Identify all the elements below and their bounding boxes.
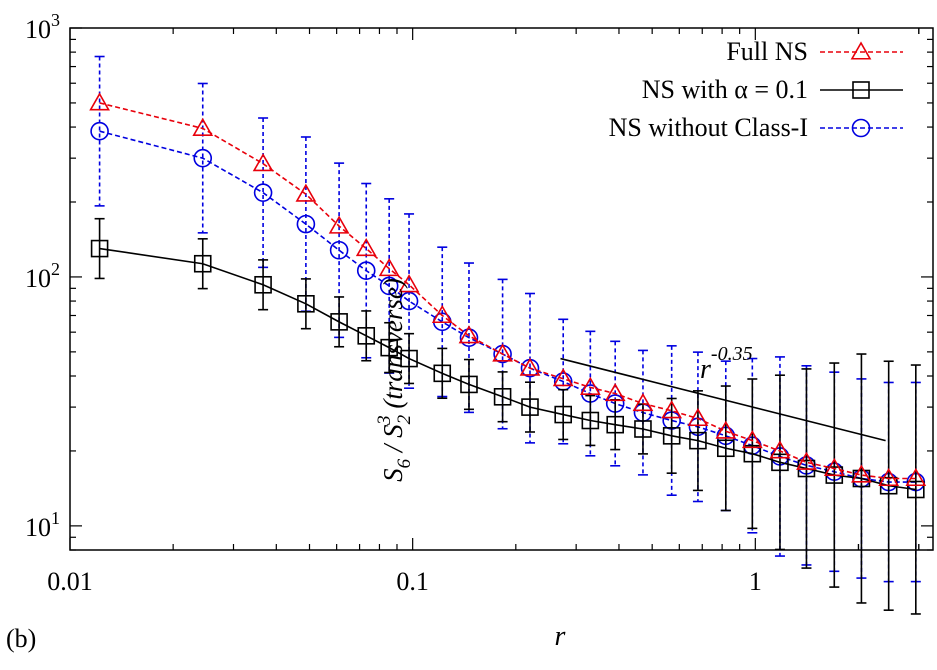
data-point [521, 398, 539, 416]
series-line [99, 102, 916, 480]
data-point [769, 440, 791, 459]
data-point [492, 343, 513, 362]
legend-label: NS with α = 0.1 [642, 75, 808, 104]
data-point [330, 313, 348, 331]
data-point [253, 183, 273, 202]
data-point [493, 387, 512, 406]
data-point [689, 431, 707, 450]
slope-label: r-0.35 [700, 343, 753, 385]
data-point [399, 291, 419, 311]
y-tick-label: 102 [25, 259, 60, 293]
series-square [90, 217, 925, 615]
legend-entry: NS without Class-I [609, 113, 903, 142]
data-point [519, 357, 541, 376]
data-point [716, 439, 735, 458]
data-point [297, 294, 315, 313]
data-point [90, 121, 109, 141]
data-point [905, 467, 927, 487]
slope-line [560, 357, 886, 442]
series-line [99, 130, 916, 483]
x-tick-label: 0.1 [396, 567, 429, 596]
legend-marker [851, 118, 871, 138]
data-point [554, 405, 573, 424]
data-point [662, 427, 681, 445]
legend-marker [852, 81, 870, 99]
data-point [715, 420, 737, 439]
data-point [328, 215, 350, 234]
legend: Full NS NS with α = 0.1 NS without Class-I [609, 37, 903, 142]
data-point [378, 258, 400, 277]
data-point [687, 407, 709, 427]
data-point [252, 153, 274, 172]
axes: 0.01 0.1 1 101 102 103 [25, 10, 934, 596]
data-point [632, 392, 654, 412]
data-point [295, 183, 317, 202]
data-point [193, 148, 213, 168]
data-point [604, 382, 626, 402]
x-tick-label: 0.01 [47, 567, 93, 596]
series-layer [89, 55, 927, 615]
data-point [90, 239, 109, 258]
panel-label: (b) [6, 624, 36, 653]
series-line [99, 247, 916, 491]
data-point [661, 400, 683, 419]
data-point [634, 420, 652, 438]
legend-label: NS without Class-I [609, 113, 808, 142]
data-point [458, 325, 480, 344]
data-point [356, 261, 376, 280]
data-point [796, 451, 817, 470]
data-point [357, 327, 376, 345]
data-point [379, 276, 399, 296]
data-point [431, 304, 453, 324]
data-point [552, 368, 574, 387]
data-point [771, 453, 789, 472]
data-point [433, 364, 452, 383]
data-point [192, 117, 214, 136]
data-point [823, 457, 845, 477]
x-tick-label: 1 [749, 567, 762, 596]
slope-annotation: r-0.35 [560, 343, 886, 442]
data-point [254, 275, 272, 294]
series-triangle [89, 92, 927, 487]
legend-marker [850, 41, 872, 60]
plot-frame [69, 27, 934, 551]
data-point [296, 214, 316, 234]
legend-label: Full NS [726, 37, 808, 66]
data-point [329, 240, 349, 260]
data-point [89, 92, 110, 111]
data-point [581, 411, 600, 430]
data-point [400, 349, 418, 368]
data-point [193, 254, 212, 273]
data-point [878, 467, 900, 487]
legend-entry: NS with α = 0.1 [642, 75, 903, 104]
data-point [579, 376, 601, 395]
y-tick-label: 101 [25, 508, 60, 542]
y-tick-label: 103 [25, 10, 60, 44]
x-axis-label: r [555, 621, 566, 652]
data-point [398, 274, 420, 293]
data-point [380, 338, 398, 357]
data-point [606, 415, 624, 434]
data-point [460, 375, 478, 394]
legend-entry: Full NS [726, 37, 903, 66]
data-point [743, 444, 762, 463]
data-point [851, 464, 872, 483]
data-point [907, 480, 925, 499]
data-point [355, 237, 377, 257]
data-point [459, 328, 479, 348]
y-axis-label: S6 / S23 (transverse) [374, 278, 415, 482]
data-point [741, 430, 763, 449]
